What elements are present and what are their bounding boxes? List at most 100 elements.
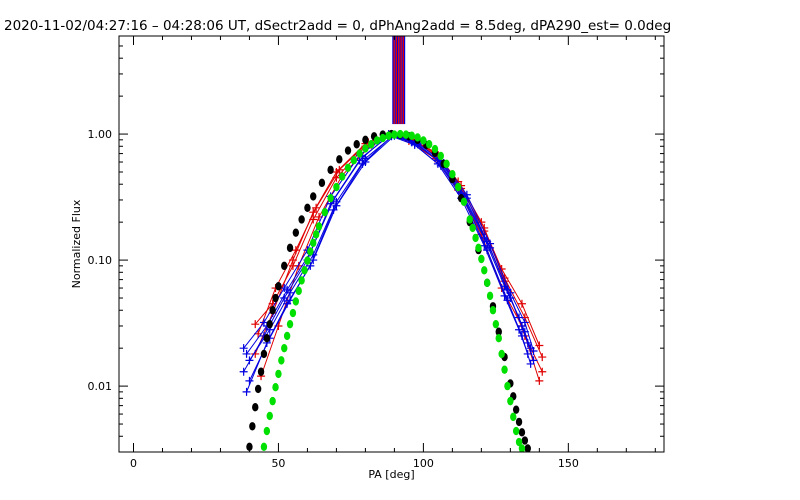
data-point (396, 129, 404, 139)
data-point (506, 294, 515, 303)
data-point (538, 367, 547, 376)
data-point (517, 331, 526, 340)
data-point (350, 156, 358, 165)
data-point (307, 247, 314, 256)
data-point (333, 182, 340, 192)
series-line (249, 135, 535, 382)
data-point (368, 140, 375, 149)
data-point (356, 149, 363, 158)
data-point (472, 233, 479, 243)
plot-frame (118, 35, 665, 453)
data-point (538, 353, 547, 362)
data-point (510, 412, 517, 422)
data-point (361, 158, 370, 167)
data-point (524, 444, 531, 452)
data-point (269, 306, 276, 315)
data-point (263, 333, 271, 343)
data-point (312, 230, 320, 239)
data-point (498, 349, 505, 359)
series-red-0 (251, 130, 547, 385)
data-point (492, 319, 500, 329)
data-point (269, 396, 276, 406)
data-point (535, 341, 544, 350)
data-point (249, 422, 256, 431)
data-point (318, 178, 326, 188)
data-point (266, 319, 273, 329)
data-point (294, 261, 303, 270)
data-point (295, 286, 302, 296)
data-point (362, 135, 369, 145)
data-point (512, 405, 520, 414)
data-point (339, 172, 346, 181)
data-point (495, 333, 502, 343)
y-tick-label: 1.00 (88, 128, 113, 141)
data-point (263, 426, 271, 436)
data-point (344, 163, 352, 172)
data-point (520, 318, 529, 327)
data-point (517, 299, 526, 308)
data-point (301, 266, 308, 275)
data-point (362, 144, 369, 153)
x-axis-label: PA [deg] (368, 468, 414, 481)
x-tick-label: 50 (271, 457, 285, 470)
data-point (286, 243, 294, 253)
data-point (501, 365, 508, 374)
x-tick-label: 150 (558, 457, 579, 470)
x-tick-label: 100 (413, 457, 434, 470)
data-point (242, 387, 251, 396)
data-point (239, 344, 248, 353)
data-point (292, 228, 300, 237)
data-point (286, 296, 295, 305)
series-red-5 (393, 36, 405, 125)
data-point (518, 428, 526, 437)
x-tick-label: 0 (130, 457, 137, 470)
chart-title: 2020-11-02/04:27:16 – 04:28:06 UT, dSect… (4, 18, 671, 34)
series-line (254, 133, 540, 346)
data-point (245, 356, 254, 365)
data-point (535, 376, 544, 385)
data-point (288, 256, 297, 265)
data-point (254, 384, 262, 394)
data-point (486, 291, 494, 301)
data-point (283, 331, 291, 341)
data-point (310, 192, 317, 201)
data-point (483, 278, 491, 288)
data-point (242, 349, 251, 358)
data-point (246, 442, 253, 451)
data-point (385, 131, 392, 140)
data-point (475, 243, 482, 253)
data-point (529, 356, 538, 365)
series-line (257, 133, 543, 358)
data-point (469, 223, 476, 233)
data-point (292, 297, 300, 306)
y-tick-label: 0.10 (88, 254, 113, 267)
data-point (431, 144, 439, 154)
data-point (478, 254, 485, 264)
data-point (414, 133, 421, 142)
data-point (391, 130, 398, 139)
data-point (321, 207, 329, 217)
data-point (336, 155, 343, 164)
data-point (495, 327, 502, 336)
data-point (481, 266, 488, 275)
data-point (239, 367, 248, 376)
data-point (281, 261, 288, 271)
y-axis-label: Normalized Flux (70, 199, 83, 288)
data-point (507, 396, 514, 406)
data-point (515, 437, 523, 447)
data-point (454, 182, 462, 192)
data-point (252, 403, 259, 412)
data-point (289, 308, 297, 318)
axes: 0 50 100 150 0.01 0.10 1.00 (88, 35, 664, 470)
data-point (344, 146, 352, 155)
data-marks (239, 36, 547, 452)
data-point (443, 159, 450, 169)
data-point (521, 436, 529, 445)
data-point (260, 349, 268, 359)
data-point (266, 411, 273, 421)
data-point (304, 256, 311, 265)
data-point (281, 343, 288, 353)
data-point (408, 131, 415, 140)
series-line (246, 135, 532, 393)
